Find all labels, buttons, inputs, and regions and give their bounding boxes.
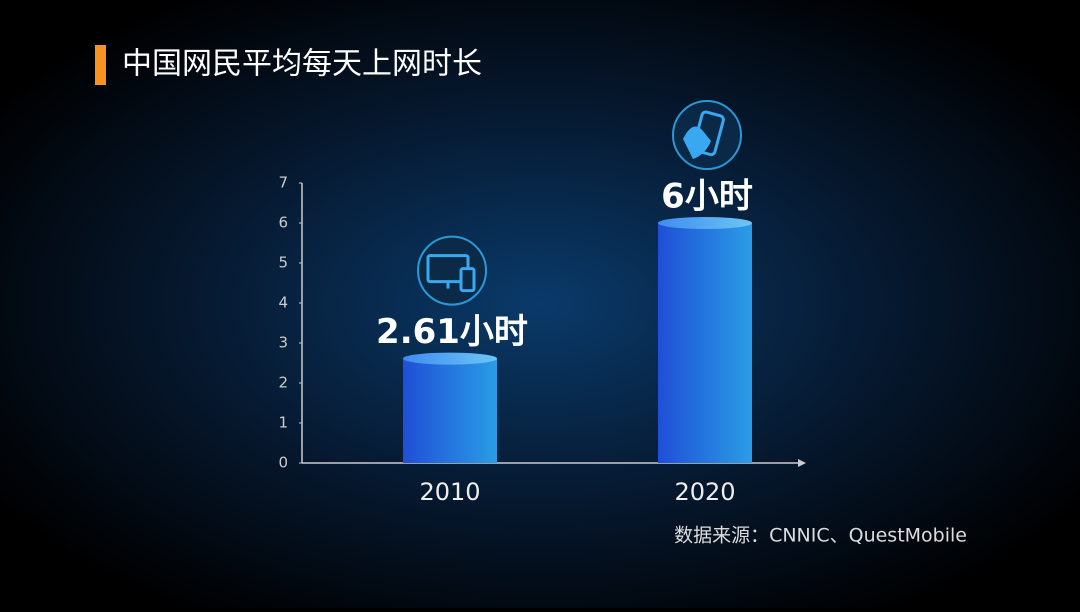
y-tick-label: 5: [278, 254, 288, 272]
bar-top: [403, 352, 497, 365]
title-accent: [95, 45, 106, 85]
y-tick-label: 6: [278, 214, 288, 232]
x-tick-label: 2010: [419, 478, 480, 506]
bar: [403, 358, 497, 463]
bar: [658, 223, 752, 463]
x-tick-label: 2020: [674, 478, 735, 506]
bar-top: [658, 217, 752, 229]
chart-title: 中国网民平均每天上网时长: [122, 47, 482, 82]
icon-hand: [683, 126, 711, 159]
y-tick-label: 4: [278, 294, 288, 312]
icon-phone: [459, 267, 476, 293]
source-note: 数据来源：CNNIC、QuestMobile: [674, 525, 967, 547]
y-tick-label: 1: [278, 414, 288, 432]
y-tick-label: 7: [278, 174, 288, 192]
x-axis-arrow: [798, 459, 806, 467]
y-tick-label: 2: [278, 374, 288, 392]
y-tick-label: 3: [278, 334, 288, 352]
value-label: 6小时: [661, 177, 753, 217]
value-label: 2.61小时: [376, 312, 528, 352]
y-tick-label: 0: [278, 454, 288, 472]
